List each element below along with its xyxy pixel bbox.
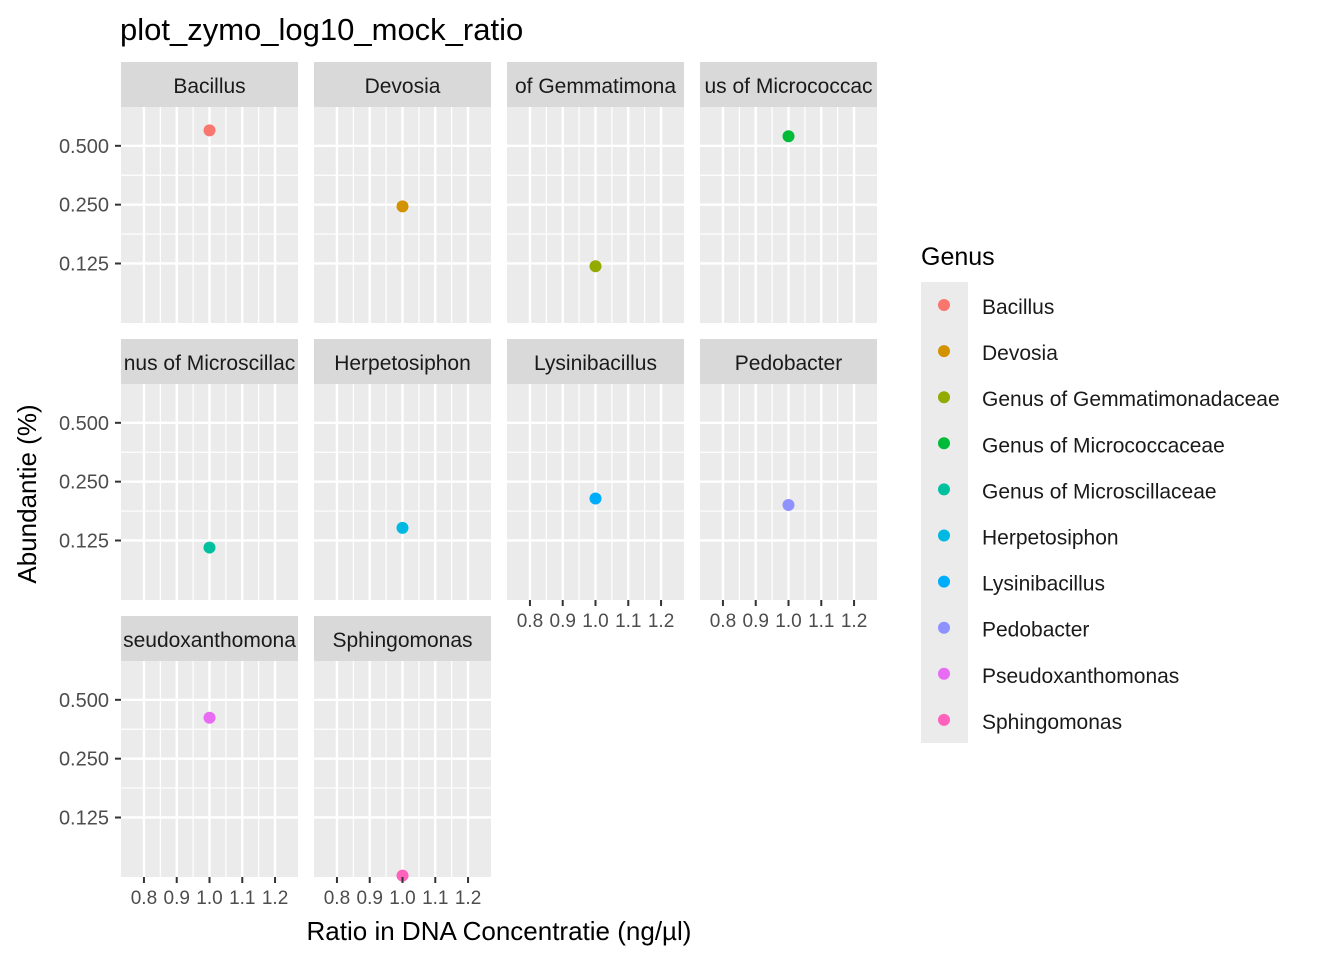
facet-panel: Sphingomonas [314,616,491,882]
data-point [203,711,216,724]
legend-title: Genus [921,243,995,271]
legend-key [938,575,950,588]
legend-label: Devosia [982,342,1058,365]
legend-key-background [921,282,968,743]
facet-strip [121,616,298,661]
facet-strip-label: Devosia [365,75,441,98]
y-axis-title: Abundantie (%) [12,404,42,583]
facet-panel: Herpetosiphon [314,339,491,600]
axes: 0.125 0.250 0.500 0.125 0.250 0.500 0.8 0.9 1.0 1… [59,136,867,909]
facet-strip-label: Sphingomonas [332,629,472,652]
y-tick-label: 0.125 [59,530,109,552]
facet-strip-label: us of Micrococcac [704,75,872,98]
x-tick-label: 1.0 [196,888,222,909]
facet-panel: of Gemmatimona [507,62,684,323]
facet-strip-label: nus of Microscillac [124,352,296,375]
y-tick-label: 0.500 [59,136,109,158]
data-point [589,492,602,505]
legend-label: Genus of Microscillaceae [982,480,1217,503]
y-tick-label: 0.125 [59,807,109,829]
legend-key [938,713,950,726]
data-point [396,521,409,534]
x-tick-label: 1.1 [229,888,255,909]
data-point [203,541,216,554]
x-tick-label: 0.9 [550,611,576,632]
chart-title: plot_zymo_log10_mock_ratio [120,12,523,47]
x-tick-label: 0.9 [357,888,383,909]
y-tick-label: 0.250 [59,195,109,217]
facet-panel: Devosia [314,62,491,323]
facet-panel: Bacillus [121,62,298,323]
legend-key [938,437,950,450]
facet-strip-label: seudoxanthomona [123,629,296,652]
facet-strip-label: Herpetosiphon [334,352,471,375]
facet-strip [314,62,491,107]
legend-key [938,299,950,311]
facet-strip [314,339,491,384]
legend-label: Herpetosiphon [982,527,1119,550]
legend-key [938,667,950,680]
legend-label: Pedobacter [982,619,1089,642]
data-point [782,130,795,143]
x-tick-label: 1.2 [455,888,481,909]
x-tick-label: 1.0 [582,611,608,632]
y-tick-label: 0.500 [59,690,109,712]
legend-label: Sphingomonas [982,711,1122,734]
x-tick-label: 0.8 [324,888,350,909]
facet-strip [507,339,684,384]
y-tick-label: 0.250 [59,472,109,494]
facet-strip-label: of Gemmatimona [515,75,676,98]
facet-strip [700,339,877,384]
y-tick-label: 0.125 [59,253,109,275]
x-tick-label: 0.8 [131,888,157,909]
legend-items: Bacillus Devosia Genus of Gemmatimonadacea… [938,296,1280,734]
x-tick-label: 1.2 [262,888,288,909]
facet-strip [121,62,298,107]
x-tick-label: 1.1 [422,888,448,909]
x-tick-label: 1.1 [615,611,641,632]
x-axis-title: Ratio in DNA Concentratie (ng/µl) [307,916,692,946]
facet-panel: Lysinibacillus [507,339,684,600]
facet-strip [700,62,877,107]
x-tick-label: 1.1 [808,611,834,632]
x-tick-label: 0.8 [710,611,736,632]
facet-strip-label: Lysinibacillus [534,352,657,375]
legend: Genus Bacillus Devosia Genus of Gemmatimon… [921,243,1280,743]
facet-panel: nus of Microscillac [121,339,298,600]
facet-panel: us of Micrococcac [700,62,877,323]
legend-key [938,345,950,358]
data-point [203,124,216,137]
x-tick-label: 1.0 [775,611,801,632]
facet-panel: seudoxanthomona [121,616,298,877]
facet-strip [314,616,491,661]
facet-panels: Bacillus Devosia of Gemmatimona us of Micro… [121,62,877,882]
legend-label: Bacillus [982,296,1054,319]
legend-label: Genus of Micrococcaceae [982,434,1225,457]
legend-label: Pseudoxanthomonas [982,665,1179,688]
y-tick-label: 0.250 [59,749,109,771]
data-point [782,498,795,511]
x-tick-label: 0.8 [517,611,543,632]
y-tick-label: 0.500 [59,413,109,435]
x-tick-label: 0.9 [164,888,190,909]
facet-strip-label: Bacillus [173,75,245,98]
legend-key [938,483,950,496]
facet-strip [121,339,298,384]
x-tick-label: 0.9 [743,611,769,632]
legend-label: Genus of Gemmatimonadaceae [982,388,1280,411]
x-tick-label: 1.2 [648,611,674,632]
data-point [396,200,409,213]
x-tick-label: 1.2 [841,611,867,632]
legend-label: Lysinibacillus [982,573,1105,596]
x-tick-label: 1.0 [389,888,415,909]
data-point [589,260,602,273]
facet-strip-label: Pedobacter [735,352,842,375]
legend-key [938,529,950,542]
facet-panel: Pedobacter [700,339,877,600]
facet-strip [507,62,684,107]
data-point [396,869,409,882]
legend-key [938,621,950,634]
legend-key [938,391,950,404]
